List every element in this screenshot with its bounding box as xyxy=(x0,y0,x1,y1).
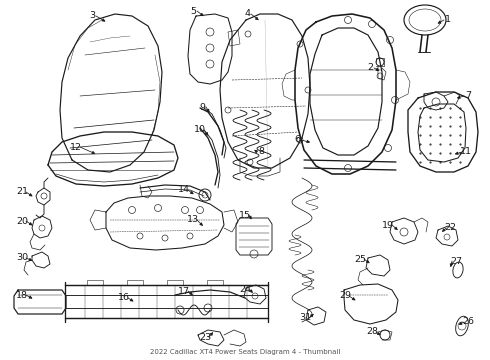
Text: 5: 5 xyxy=(190,6,196,15)
Text: 2022 Cadillac XT4 Power Seats Diagram 4 - Thumbnail: 2022 Cadillac XT4 Power Seats Diagram 4 … xyxy=(150,349,340,355)
Text: 12: 12 xyxy=(70,143,82,152)
Text: 18: 18 xyxy=(16,291,28,300)
Text: 31: 31 xyxy=(299,314,311,323)
Text: 23: 23 xyxy=(199,333,211,342)
Text: 2: 2 xyxy=(367,63,373,72)
Text: 8: 8 xyxy=(258,148,264,157)
Text: 30: 30 xyxy=(16,253,28,262)
Text: 25: 25 xyxy=(354,255,366,264)
Text: 20: 20 xyxy=(16,216,28,225)
Text: 1: 1 xyxy=(445,15,451,24)
Text: 29: 29 xyxy=(339,292,351,301)
Text: 16: 16 xyxy=(118,293,130,302)
Text: 22: 22 xyxy=(444,224,456,233)
Text: 15: 15 xyxy=(239,211,251,220)
Text: 13: 13 xyxy=(187,216,199,225)
Text: 4: 4 xyxy=(244,9,250,18)
Text: 9: 9 xyxy=(199,103,205,112)
Text: 26: 26 xyxy=(462,318,474,327)
Text: 3: 3 xyxy=(89,12,95,21)
Text: 10: 10 xyxy=(194,126,206,135)
Text: 21: 21 xyxy=(16,188,28,197)
Text: 28: 28 xyxy=(366,328,378,337)
Text: 14: 14 xyxy=(178,185,190,194)
Text: 17: 17 xyxy=(178,287,190,296)
Text: 27: 27 xyxy=(450,256,462,266)
Text: 11: 11 xyxy=(460,148,472,157)
Text: 19: 19 xyxy=(382,220,394,230)
Text: 6: 6 xyxy=(294,135,300,144)
Text: 7: 7 xyxy=(465,91,471,100)
Text: 24: 24 xyxy=(239,284,251,293)
